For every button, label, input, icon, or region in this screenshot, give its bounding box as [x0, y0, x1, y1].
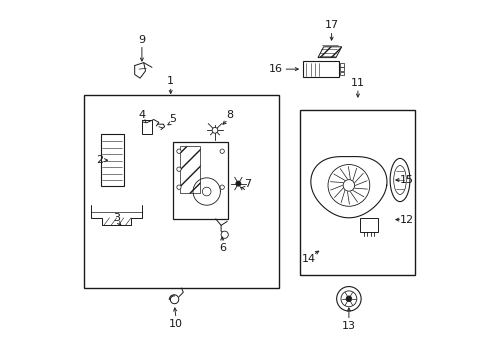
Text: 2: 2 [96, 155, 103, 165]
Text: 9: 9 [138, 35, 145, 45]
Bar [300, 110, 415, 275]
Text: 13: 13 [341, 321, 355, 331]
Bar [339, 63, 343, 67]
Text: 1: 1 [167, 76, 174, 86]
Text: 8: 8 [226, 110, 233, 120]
Circle shape [340, 291, 356, 307]
Bar [180, 146, 199, 193]
Circle shape [177, 149, 181, 153]
Circle shape [336, 287, 361, 311]
Circle shape [202, 187, 211, 196]
Circle shape [212, 127, 218, 133]
Polygon shape [317, 47, 341, 58]
Bar [101, 134, 123, 186]
Text: 15: 15 [399, 175, 413, 185]
Text: 6: 6 [219, 243, 226, 253]
Text: 7: 7 [244, 179, 251, 189]
Text: 3: 3 [113, 213, 120, 223]
Circle shape [327, 165, 369, 206]
Circle shape [220, 185, 224, 189]
Bar [339, 72, 343, 75]
Ellipse shape [393, 166, 406, 194]
Circle shape [177, 185, 181, 189]
Ellipse shape [389, 158, 409, 202]
Bar [302, 61, 338, 77]
Circle shape [220, 149, 224, 153]
Circle shape [177, 167, 181, 171]
Text: 12: 12 [399, 215, 413, 225]
Text: 14: 14 [302, 254, 316, 264]
Text: 11: 11 [350, 78, 364, 88]
Text: 16: 16 [268, 64, 283, 74]
Bar [359, 218, 377, 232]
Text: 10: 10 [169, 319, 183, 329]
Bar [172, 142, 228, 219]
Text: 5: 5 [169, 114, 176, 124]
Bar [84, 95, 278, 288]
Circle shape [343, 180, 354, 191]
Circle shape [235, 181, 241, 186]
Text: 17: 17 [324, 20, 338, 30]
Circle shape [221, 231, 228, 238]
Circle shape [346, 296, 351, 302]
Text: 4: 4 [138, 110, 145, 120]
Bar [141, 120, 151, 134]
Bar [339, 67, 343, 71]
